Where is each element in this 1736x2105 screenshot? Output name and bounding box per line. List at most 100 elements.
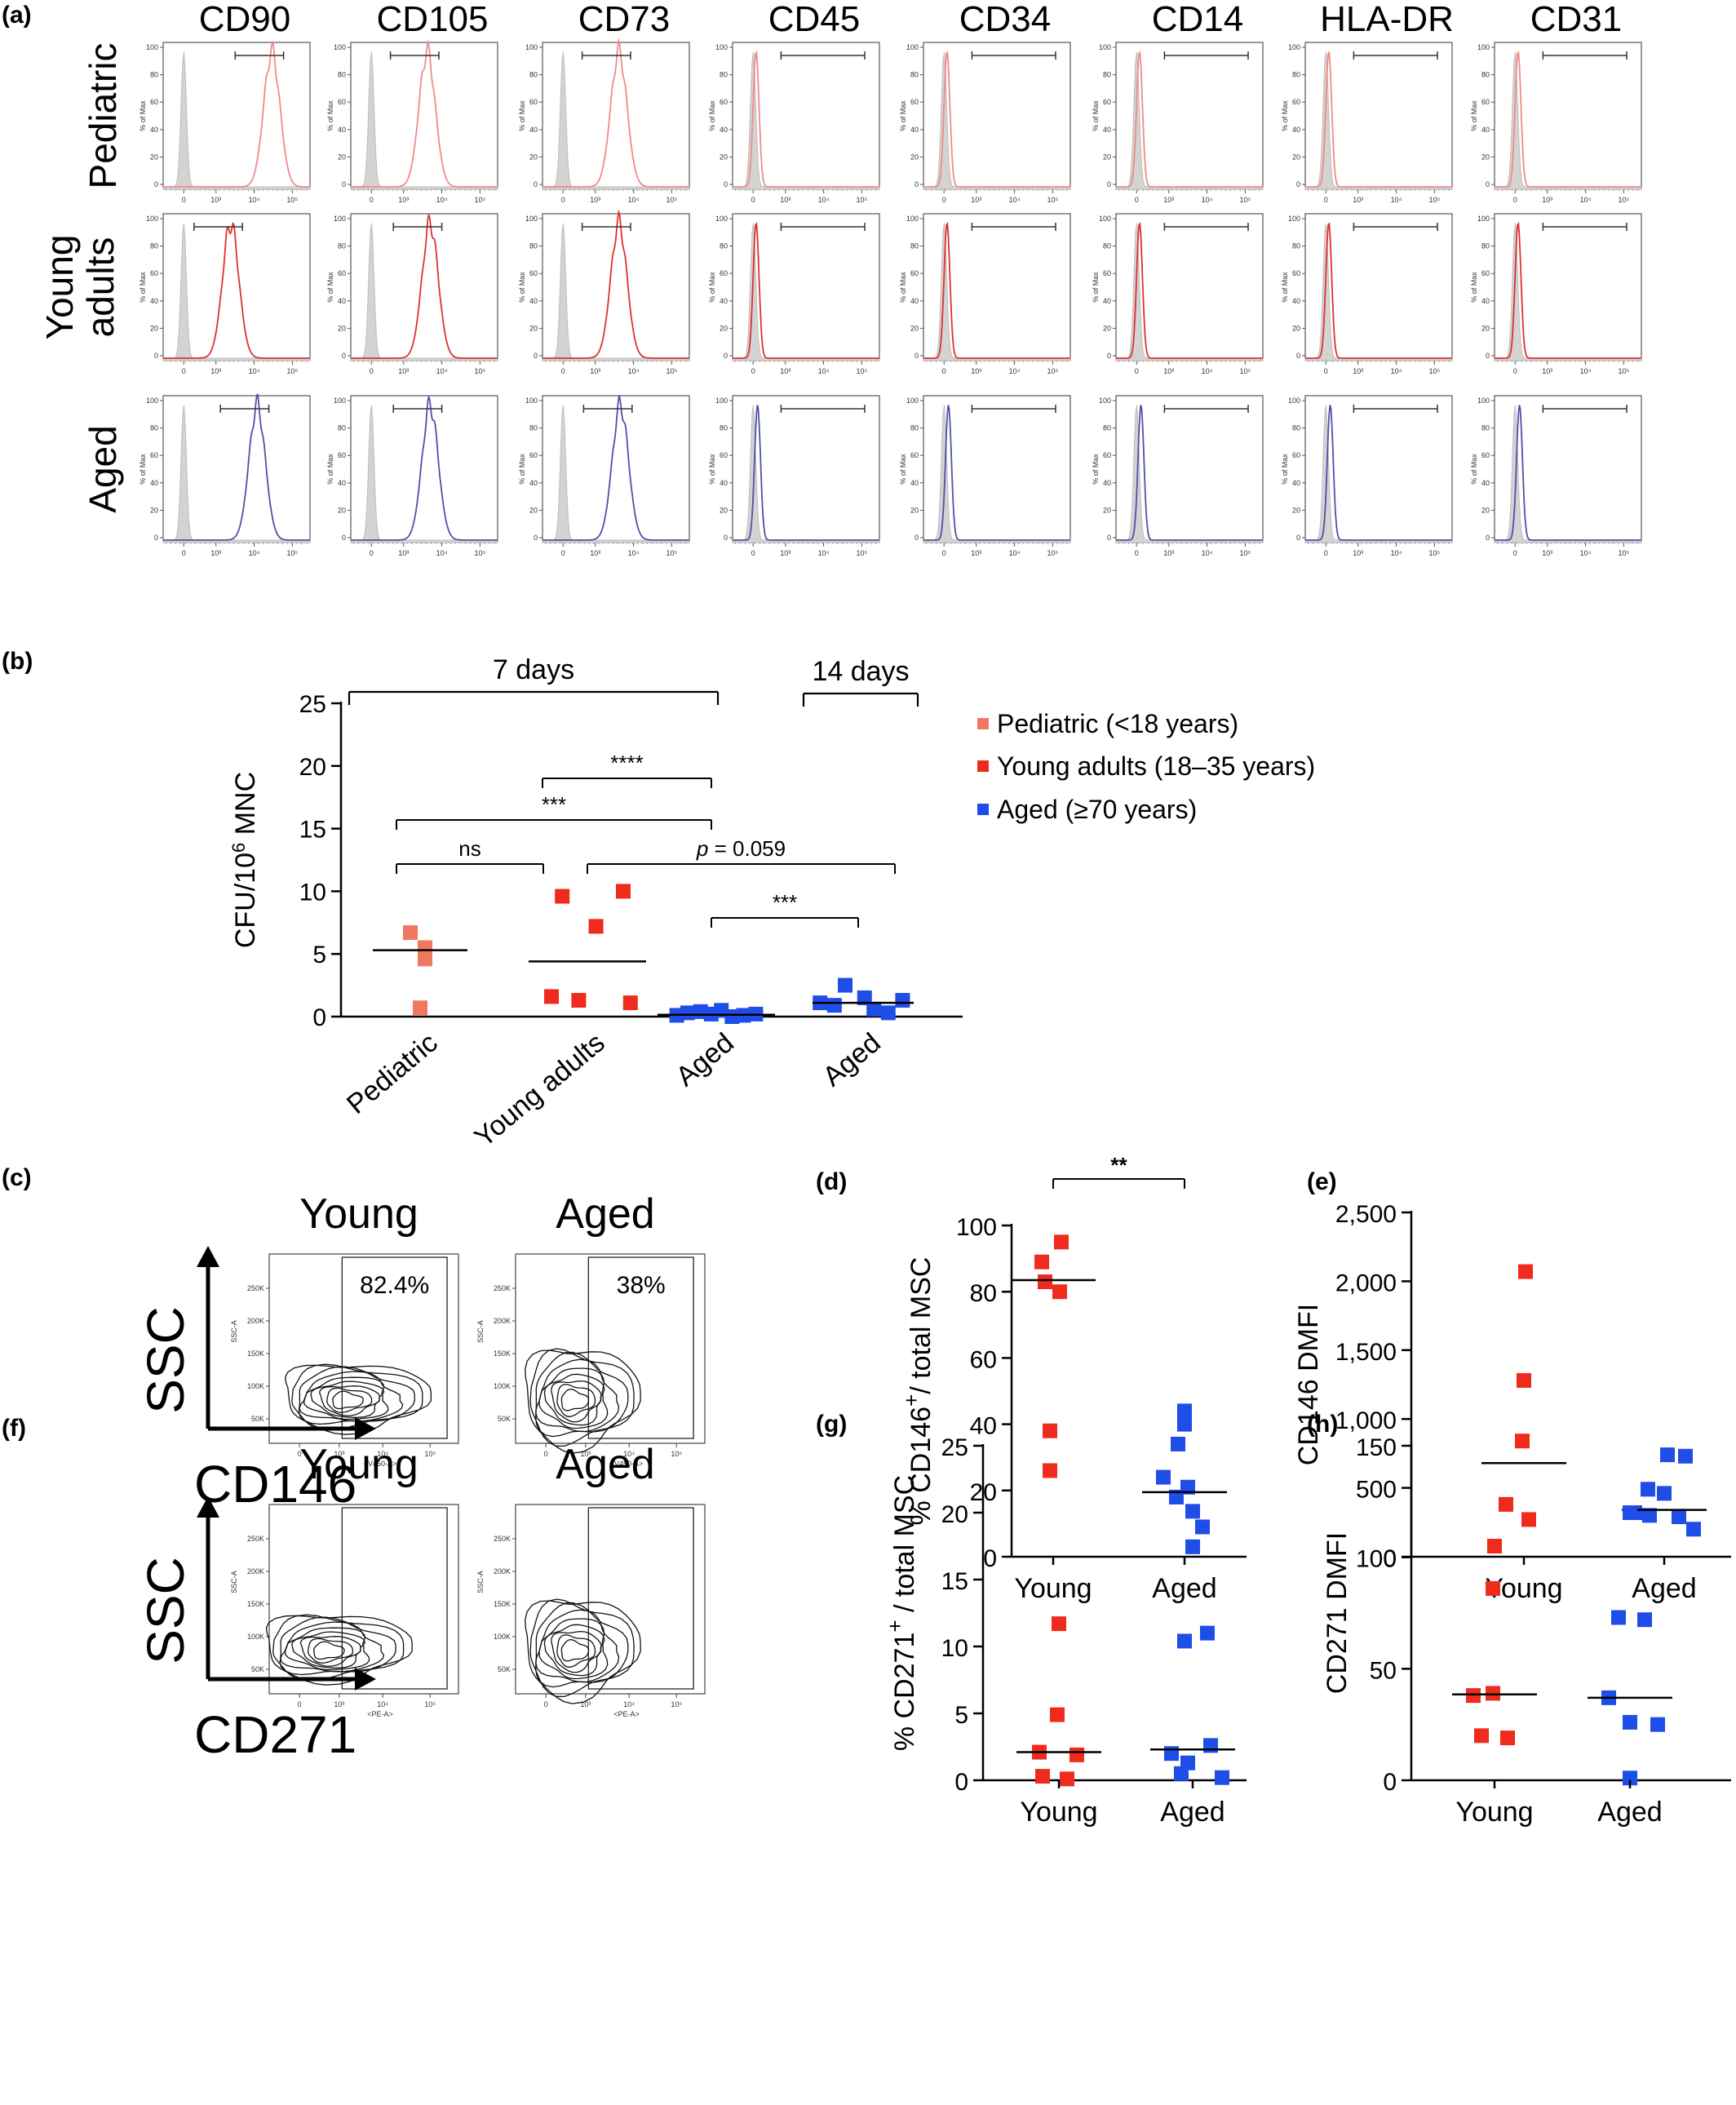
row-label-line: Pediatric [82, 43, 124, 189]
x-tick-label: 10⁵ [1619, 549, 1630, 557]
data-point [1518, 1264, 1533, 1279]
x-tick-label: 10⁴ [818, 196, 830, 204]
density-contour [525, 1349, 641, 1454]
x-tick-label: 10⁵ [1240, 549, 1251, 557]
y-tick-label: 0 [1486, 180, 1490, 188]
y-tick-label: 60 [720, 269, 728, 277]
y-tick-label: 80 [970, 1280, 997, 1307]
y-axis-title: CD271 DMFI [1322, 1532, 1353, 1694]
y-axis-title: % CD146+/ total MSC [899, 1257, 937, 1526]
data-point [1686, 1522, 1701, 1537]
marker-header: CD14 [1152, 0, 1244, 39]
y-arrow-head [197, 1496, 219, 1518]
histogram-CD34-aged: 0 20 40 60 80 100 0 10³ 10⁴ 10⁵ % of Max [899, 395, 1071, 557]
x-tick-label: Aged [1160, 1797, 1224, 1828]
x-tick-label: 0 [370, 549, 374, 557]
data-point [1650, 1717, 1665, 1732]
y-tick-label: 60 [970, 1346, 997, 1373]
panel-label: (c) [2, 1164, 32, 1191]
panel-f: (f) Young 50K 100K 150K 200K 250K 0 10³ 10⁴ 10⁵ <PE… [2, 1415, 706, 1764]
x-tick-label: Young [1014, 1573, 1092, 1604]
y-tick-label: 20 [1103, 506, 1111, 514]
y-axis-title: % CD271+ / total MSC [883, 1475, 920, 1751]
data-point [1499, 1496, 1513, 1512]
data-point [1215, 1770, 1229, 1785]
data-point [1052, 1616, 1066, 1632]
y-axis-label-text: % of Max [1281, 100, 1289, 131]
y-axis-label-text: % of Max [1470, 272, 1478, 303]
sample-histogram [163, 41, 310, 188]
data-point [588, 919, 604, 934]
x-tick-label: 0 [298, 1450, 302, 1458]
ssc-axis-text: SSC-A [476, 1320, 485, 1343]
ssc-axis: SSC-A [476, 1571, 485, 1593]
y-tick-label: 100 [525, 397, 538, 405]
legend-swatch [977, 718, 989, 729]
y-tick-label: 100 [334, 43, 346, 51]
y-tick-label: 40 [338, 126, 346, 134]
significance-label: ** [1110, 1153, 1127, 1177]
density-contour [560, 1388, 590, 1411]
x-tick-label: 10⁵ [1047, 549, 1059, 557]
y-axis-label: % of Max [1281, 272, 1289, 303]
y-tick-label: 80 [1292, 424, 1300, 432]
y-tick-label: 20 [529, 506, 538, 514]
y-tick-label: 1,500 [1335, 1339, 1397, 1366]
y-axis-label-text: % of Max [1470, 100, 1478, 131]
y-tick-label: 100 [906, 397, 919, 405]
y-tick-label: 100 [1288, 43, 1300, 51]
y-axis-label-text: % of Max [139, 454, 147, 485]
y-axis-label: % of Max [518, 100, 526, 131]
x-tick-label: 10³ [971, 549, 981, 557]
x-tick-label: 0 [1135, 196, 1139, 204]
y-tick-label: 40 [970, 1413, 997, 1440]
y-tick-label: 20 [1103, 324, 1111, 332]
y-tick-label: 60 [338, 98, 346, 106]
data-point [1035, 1769, 1050, 1784]
density-contour [543, 1624, 605, 1677]
data-point [1052, 1284, 1067, 1300]
panel-label: (b) [2, 648, 33, 675]
y-tick-label: 20 [941, 1501, 968, 1528]
data-point [866, 1001, 882, 1017]
data-point [1185, 1504, 1200, 1519]
x-tick-label: 10³ [1353, 196, 1363, 204]
y-axis-label-text: % of Max [899, 100, 907, 131]
x-tick-label: 10³ [1542, 367, 1552, 375]
gate-box [341, 1256, 448, 1439]
contour-plot-aged: Aged 50K 100K 150K 200K 250K 0 10³ 10⁴ 10⁵ <PE-A> S… [476, 1441, 706, 1718]
x-tick-label: 10⁴ [1580, 367, 1592, 375]
x-tick-label: 10⁵ [857, 549, 868, 557]
y-tick-label: 80 [1292, 242, 1300, 250]
y-tick-label: 250K [247, 1284, 264, 1292]
y-tick-label: 100 [146, 397, 158, 405]
density-contour [291, 1631, 366, 1668]
y-tick-label: 40 [1103, 479, 1111, 487]
density-contour [551, 1380, 602, 1423]
y-tick-label: 20 [529, 324, 538, 332]
data-point [555, 889, 570, 904]
x-tick-label-text: Young adults [469, 1027, 611, 1154]
y-axis-label: % of Max [518, 272, 526, 303]
histogram-CD31-aged: 0 20 40 60 80 100 0 10³ 10⁴ 10⁵ % of Max [1470, 395, 1642, 557]
y-tick-label: 20 [150, 324, 158, 332]
x-tick-label: 10³ [780, 549, 790, 557]
y-tick-label: 100 [1288, 397, 1300, 405]
y-tick-label: 80 [910, 424, 919, 432]
x-tick-label: 10³ [1353, 549, 1363, 557]
y-tick-label: 80 [338, 242, 346, 250]
y-tick-label: 60 [1481, 451, 1490, 459]
y-tick-label: 80 [720, 242, 728, 250]
y-tick-label: 100 [956, 1214, 997, 1241]
y-tick-label: 100 [334, 215, 346, 223]
gate-box [587, 1256, 694, 1439]
y-tick-label: 60 [150, 269, 158, 277]
x-tick-label: 0 [298, 1700, 302, 1708]
sample-histogram [1495, 405, 1641, 541]
y-tick-label: 100 [146, 215, 158, 223]
contour-plot-young: Young 50K 100K 150K 200K 250K 0 10³ 10⁴ 10⁵ <V450-… [230, 1190, 459, 1468]
y-tick-label: 0 [342, 534, 346, 542]
x-tick-label: 10³ [971, 196, 981, 204]
ssc-axis-text: SSC-A [230, 1571, 238, 1593]
x-tick-label: 10⁴ [1391, 367, 1402, 375]
